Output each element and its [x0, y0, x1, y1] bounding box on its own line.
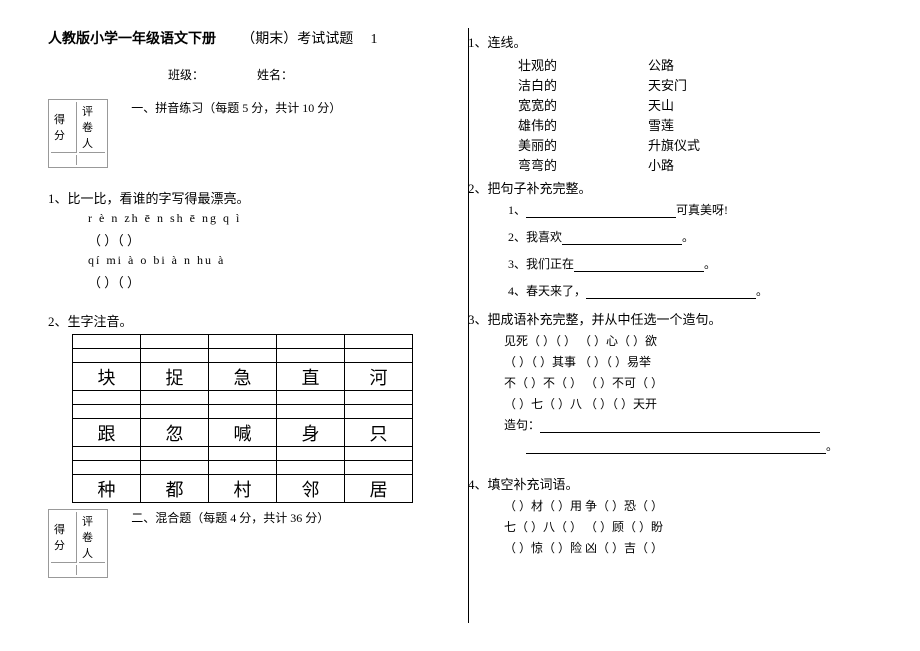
- name-label: 姓名：: [257, 68, 293, 82]
- score-box-1: 得分评卷人: [48, 99, 108, 168]
- section-1-label: 一、拼音练习（每题 5 分，共计 10 分）: [131, 99, 341, 116]
- rq1-header: 1、连线。: [468, 32, 858, 51]
- section-2-label: 二、混合题（每题 4 分，共计 36 分）: [131, 509, 329, 526]
- char-table: 块捉急直河 跟忽喊身只 种都村邻居: [72, 334, 413, 503]
- q1-paren2: （ ）（ ）: [88, 272, 428, 291]
- exam-title: 人教版小学一年级语文下册 （期末）考试试题 1: [48, 28, 428, 48]
- title-num: 1: [371, 32, 378, 47]
- q1-paren1: （ ）（ ）: [88, 230, 428, 249]
- rq2-header: 2、把句子补充完整。: [468, 178, 858, 197]
- title-main: 人教版小学一年级语文下册: [48, 32, 216, 47]
- score-col1: 得分: [51, 102, 77, 153]
- title-sub: （期末）考试试题: [241, 32, 353, 47]
- q2-header: 2、生字注音。: [48, 311, 428, 330]
- class-label: 班级：: [168, 68, 204, 82]
- q1-pinyin2: qí mi à o bi à n hu à: [88, 253, 428, 268]
- q1-header: 1、比一比，看谁的字写得最漂亮。: [48, 188, 428, 207]
- student-info: 班级： 姓名：: [168, 66, 428, 83]
- score-col2: 评卷人: [79, 102, 105, 153]
- q1-pinyin1: r è n zh ē n sh ē ng q ì: [88, 211, 428, 226]
- rq4-header: 4、填空补充词语。: [468, 474, 858, 493]
- rq3-header: 3、把成语补充完整，并从中任选一个造句。: [468, 309, 858, 328]
- score-box-2: 得分评卷人: [48, 509, 108, 578]
